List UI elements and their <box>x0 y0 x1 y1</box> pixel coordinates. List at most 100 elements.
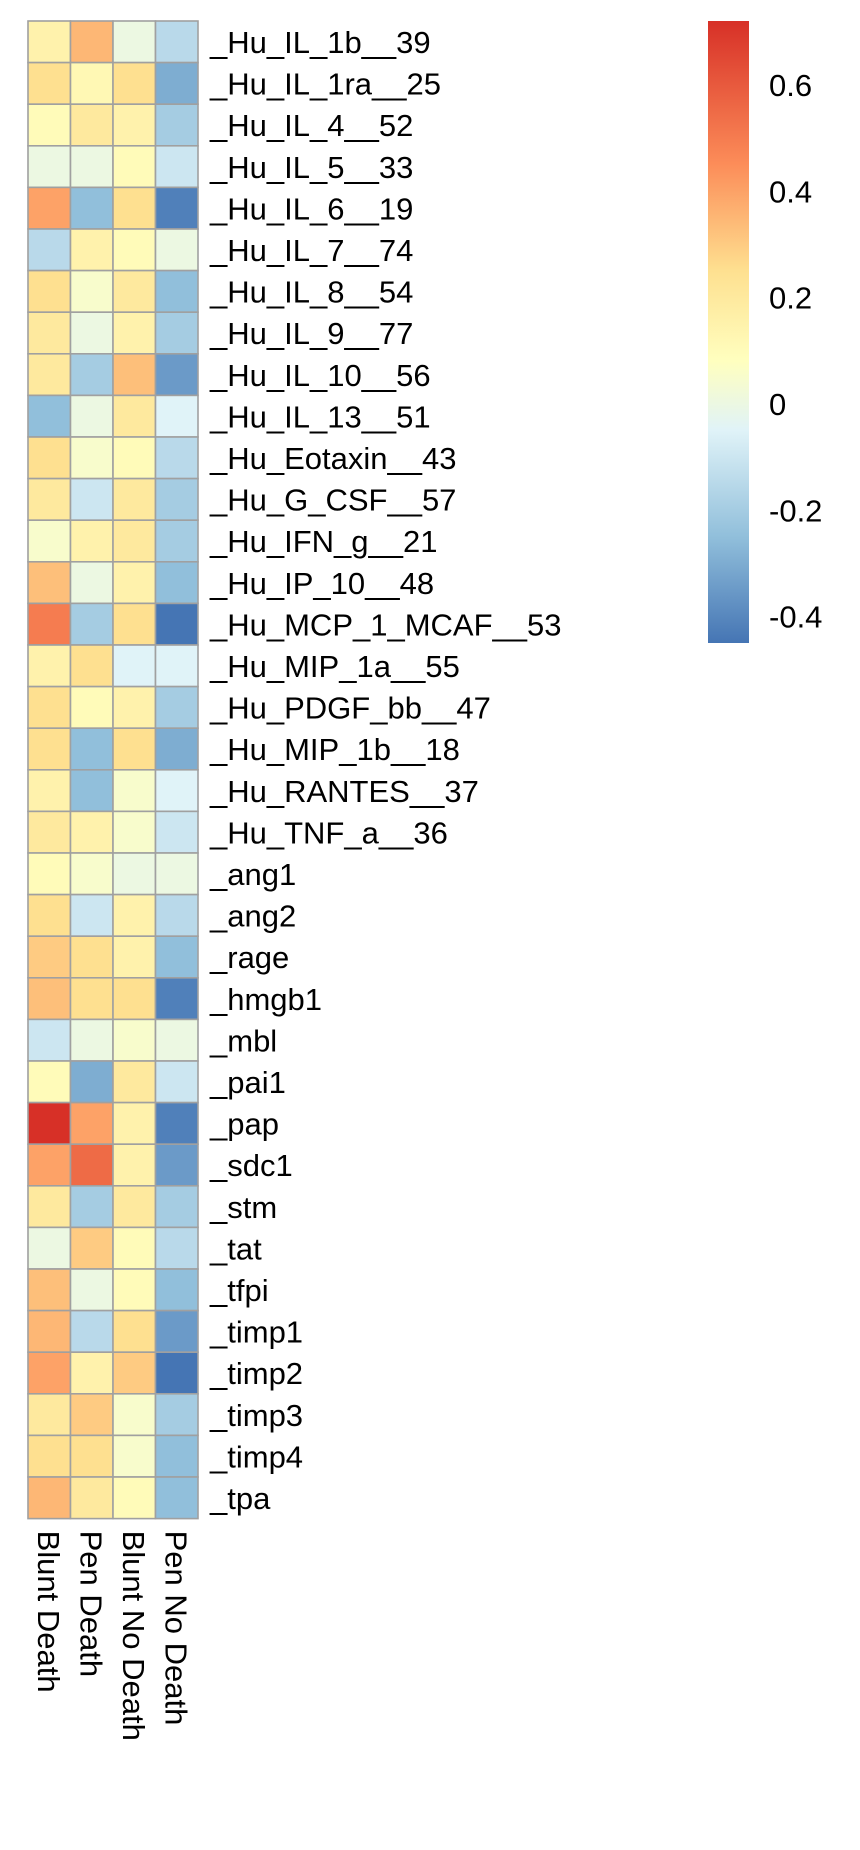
row-label: _Hu_IL_8__54 <box>209 275 413 310</box>
heatmap-cell <box>112 1393 157 1437</box>
heatmap-cell <box>27 269 72 314</box>
heatmap-cell <box>69 186 114 230</box>
heatmap-cell <box>27 519 72 563</box>
heatmap-cell <box>27 20 72 64</box>
row-label: _Hu_IL_1b__39 <box>209 25 431 60</box>
row-label: _Hu_IL_9__77 <box>209 316 413 351</box>
heatmap-cell <box>69 1309 114 1353</box>
row-label: _pap <box>209 1107 279 1142</box>
heatmap-cell <box>112 269 157 314</box>
heatmap-cell <box>112 1268 157 1312</box>
row-label: _Hu_MIP_1a__55 <box>209 649 460 684</box>
heatmap-cell <box>27 893 72 937</box>
heatmap-cell <box>112 976 157 1021</box>
heatmap-cell <box>27 228 72 272</box>
row-labels: _Hu_IL_1b__39 _Hu_IL_1ra__25 _Hu_IL_4__52 _… <box>209 25 562 1516</box>
heatmap-cell <box>154 103 199 147</box>
heatmap-cell <box>69 352 114 397</box>
heatmap-cell <box>154 644 199 688</box>
row-label: _Hu_IL_6__19 <box>209 191 413 226</box>
heatmap-cell <box>112 602 157 646</box>
heatmap-cell <box>69 519 114 563</box>
heatmap-cell <box>112 436 157 480</box>
heatmap-cell <box>112 103 157 147</box>
row-label: _Hu_IL_1ra__25 <box>209 67 441 102</box>
heatmap-cell <box>27 477 72 522</box>
heatmap-cell <box>69 810 114 854</box>
heatmap-cell <box>27 602 72 646</box>
heatmap-cell <box>112 352 157 397</box>
heatmap-cell <box>112 145 157 189</box>
heatmap-cell <box>69 436 114 480</box>
heatmap-cell <box>69 893 114 937</box>
row-label: _ang2 <box>209 899 296 934</box>
heatmap-cell <box>112 1143 157 1187</box>
heatmap-cell <box>27 352 72 397</box>
heatmap-cell <box>27 1309 72 1353</box>
row-label: _Hu_G_CSF__57 <box>209 483 456 518</box>
heatmap-cell <box>27 145 72 189</box>
heatmap-cell <box>112 186 157 230</box>
row-label: _tat <box>209 1231 262 1266</box>
heatmap-cell <box>154 685 199 729</box>
heatmap-cell <box>27 394 72 438</box>
color-legend: 0.6 0.4 0.2 0 -0.2 -0.4 <box>708 21 822 643</box>
heatmap-cell <box>154 852 199 896</box>
heatmap-cell <box>27 1351 72 1395</box>
heatmap-cell <box>27 1226 72 1270</box>
heatmap-cell <box>112 1476 157 1520</box>
row-label: _timp2 <box>209 1356 303 1391</box>
row-label: _Hu_IFN_g__21 <box>209 524 438 559</box>
row-label: _Hu_IL_10__56 <box>209 358 431 393</box>
column-label: Pen Death <box>74 1531 109 1678</box>
heatmap-cell <box>154 394 199 438</box>
heatmap-cell <box>69 103 114 147</box>
heatmap-cell <box>69 477 114 522</box>
row-label: _pai1 <box>209 1065 286 1100</box>
heatmap-cell <box>112 1226 157 1270</box>
column-label: Pen No Death <box>159 1531 194 1726</box>
row-label: _ang1 <box>209 857 296 892</box>
heatmap-cell <box>69 1101 114 1145</box>
heatmap-cell <box>112 311 157 355</box>
heatmap-cell <box>27 186 72 230</box>
heatmap-cell <box>69 1060 114 1104</box>
legend-tick-label: -0.4 <box>769 600 822 635</box>
heatmap-cell <box>154 768 199 813</box>
heatmap-cell <box>27 103 72 147</box>
row-label: _Hu_MCP_1_MCAF__53 <box>209 607 562 642</box>
heatmap-cell <box>154 1351 199 1395</box>
heatmap-cell <box>27 1434 72 1478</box>
legend-tick-label: 0 <box>769 387 786 422</box>
heatmap-cell <box>154 893 199 937</box>
heatmap-cell <box>69 1393 114 1437</box>
heatmap-cell <box>112 852 157 896</box>
row-label: _sdc1 <box>209 1148 293 1183</box>
heatmap-cell <box>112 1101 157 1145</box>
heatmap-cells <box>27 20 199 1520</box>
heatmap-cell <box>154 1476 199 1520</box>
heatmap-cell <box>27 644 72 688</box>
heatmap-cell <box>154 186 199 230</box>
heatmap-cell <box>154 1143 199 1187</box>
heatmap-cell <box>154 1434 199 1478</box>
row-label: _Hu_TNF_a__36 <box>209 815 448 850</box>
heatmap-cell <box>69 1018 114 1062</box>
heatmap-cell <box>112 810 157 854</box>
heatmap-cell <box>112 61 157 105</box>
heatmap-cell <box>27 436 72 480</box>
heatmap-cell <box>154 935 199 979</box>
heatmap-cell <box>154 1101 199 1145</box>
heatmap-cell <box>69 20 114 64</box>
heatmap-cell <box>154 1393 199 1437</box>
heatmap-cell <box>27 1268 72 1312</box>
heatmap-cell <box>69 852 114 896</box>
heatmap-cell <box>69 1143 114 1187</box>
column-labels: Blunt Death Pen Death Blunt No Death Pen No… <box>31 1531 194 1741</box>
row-label: _Hu_IL_4__52 <box>209 108 413 143</box>
row-label: _Hu_IL_5__33 <box>209 150 413 185</box>
heatmap-cell <box>154 352 199 397</box>
heatmap-cell <box>69 560 114 605</box>
heatmap-cell <box>27 311 72 355</box>
